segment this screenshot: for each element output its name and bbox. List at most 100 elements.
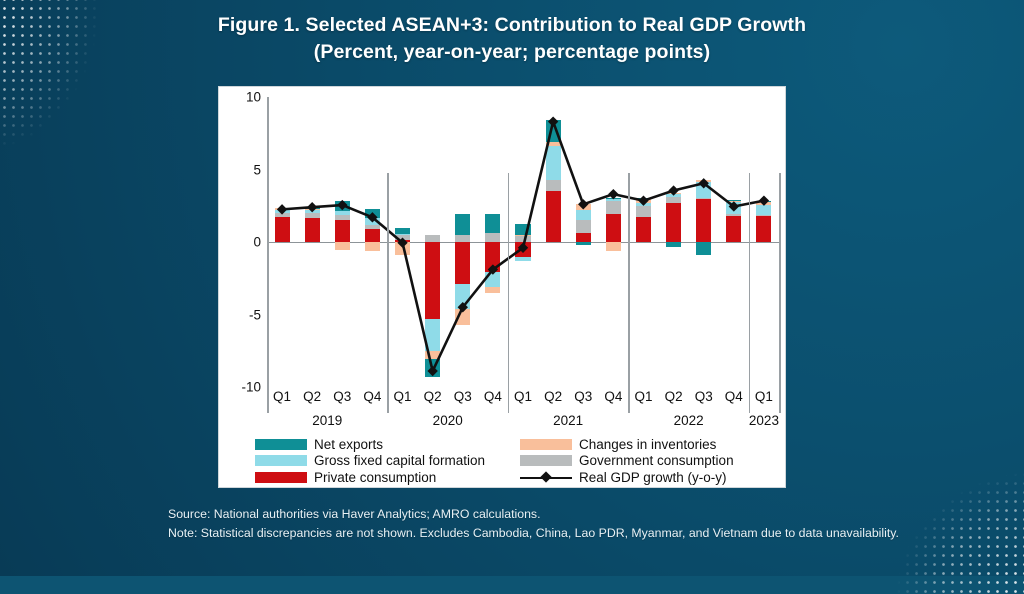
chart-panel: 10 5 0 -5 -10 Q1 Q2 Q3 Q4 Q1 Q2 Q3 Q4 Q1 Q2 Q3 Q4 Q1 Q2 Q3… bbox=[218, 86, 786, 488]
x-tick-quarter-6: Q3 bbox=[453, 389, 472, 404]
x-tick-quarter-7: Q4 bbox=[483, 389, 502, 404]
y-tick-10: 10 bbox=[245, 89, 261, 105]
segment-private-consumption bbox=[334, 219, 350, 242]
y-tick-neg10: -10 bbox=[241, 379, 261, 395]
segment-government-consumption bbox=[364, 224, 380, 229]
legend-item-government-consumption: Government consumption bbox=[520, 453, 779, 468]
segment-government-consumption bbox=[635, 205, 651, 218]
x-axis-year-2022: 2022 bbox=[673, 413, 704, 428]
legend-item-changes-in-inventories: Changes in inventories bbox=[520, 437, 779, 452]
x-tick-quarter-1: Q2 bbox=[303, 389, 322, 404]
x-tick-quarter-15: Q4 bbox=[724, 389, 743, 404]
legend-swatch-icon bbox=[520, 438, 572, 450]
gdp-growth-marker-11 bbox=[608, 188, 619, 200]
x-tick-quarter-12: Q1 bbox=[634, 389, 653, 404]
legend-item-gross-fixed-capital-formation: Gross fixed capital formation bbox=[255, 453, 514, 468]
figure-notes: Source: National authorities via Haver A… bbox=[168, 505, 988, 542]
segment-net-exports bbox=[395, 228, 411, 235]
legend-item-real-gdp-growth-y-o-y: Real GDP growth (y-o-y) bbox=[520, 470, 779, 485]
x-tick-quarter-4: Q1 bbox=[393, 389, 412, 404]
x-tick-quarter-9: Q2 bbox=[544, 389, 563, 404]
segment-gross-fixed-capital-formation bbox=[515, 256, 531, 261]
gdp-growth-marker-2 bbox=[337, 199, 348, 211]
segment-private-consumption bbox=[455, 242, 471, 285]
x-tick-quarter-5: Q2 bbox=[423, 389, 442, 404]
legend-label: Changes in inventories bbox=[579, 436, 717, 452]
year-separator-2023 bbox=[748, 173, 751, 413]
segment-private-consumption bbox=[696, 198, 712, 242]
x-tick-quarter-3: Q4 bbox=[363, 389, 382, 404]
segment-private-consumption bbox=[425, 242, 441, 319]
segment-government-consumption bbox=[696, 197, 712, 199]
segment-private-consumption bbox=[364, 228, 380, 242]
segment-changes-in-inventories bbox=[545, 141, 561, 147]
x-tick-quarter-13: Q2 bbox=[664, 389, 683, 404]
plot-area: 10 5 0 -5 -10 bbox=[241, 90, 779, 395]
segment-private-consumption bbox=[605, 214, 621, 242]
x-tick-quarter-8: Q1 bbox=[513, 389, 533, 404]
gdp-growth-marker-12 bbox=[638, 195, 649, 206]
segment-government-consumption bbox=[756, 215, 772, 216]
segment-changes-in-inventories bbox=[334, 242, 350, 250]
legend-swatch-icon bbox=[255, 438, 307, 450]
gdp-growth-marker-16 bbox=[758, 195, 770, 206]
x-axis-labels: Q1 Q2 Q3 Q4 Q1 Q2 Q3 Q4 Q1 Q2 Q3 Q4 Q1 Q2 Q3 Q4 Q1 2019 20… bbox=[267, 173, 781, 439]
segment-government-consumption bbox=[515, 236, 531, 242]
segment-government-consumption bbox=[485, 233, 501, 242]
segment-net-exports bbox=[455, 214, 471, 235]
x-axis-year-2019: 2019 bbox=[312, 413, 343, 428]
legend-label: Net exports bbox=[314, 436, 384, 452]
year-separator-2022 bbox=[628, 173, 630, 413]
x-axis-year-2021: 2021 bbox=[553, 413, 584, 428]
gdp-growth-marker-10 bbox=[578, 199, 589, 210]
legend-item-net-exports: Net exports bbox=[255, 437, 514, 452]
segment-net-exports bbox=[696, 242, 712, 256]
x-axis-year-2020: 2020 bbox=[432, 413, 463, 428]
legend-swatch-line-icon bbox=[520, 471, 572, 484]
segment-government-consumption bbox=[545, 179, 561, 192]
segment-gross-fixed-capital-formation bbox=[395, 234, 411, 236]
legend-swatch-icon bbox=[255, 471, 307, 483]
x-axis-year-2023: 2023 bbox=[748, 413, 779, 428]
y-tick-neg5: -5 bbox=[248, 307, 261, 322]
segment-government-consumption bbox=[605, 201, 621, 215]
y-tick-5: 5 bbox=[253, 162, 261, 177]
segment-changes-in-inventories bbox=[485, 286, 501, 293]
gdp-growth-marker-7 bbox=[487, 264, 499, 275]
segment-changes-in-inventories bbox=[726, 200, 742, 202]
legend-label: Gross fixed capital formation bbox=[314, 453, 486, 469]
segment-private-consumption bbox=[666, 202, 682, 242]
legend-label: Private consumption bbox=[314, 469, 437, 485]
x-tick-quarter-11: Q4 bbox=[604, 389, 623, 404]
segment-gross-fixed-capital-formation bbox=[756, 205, 772, 216]
year-separator-2020 bbox=[387, 173, 389, 413]
legend-label: Real GDP growth (y-o-y) bbox=[579, 469, 727, 485]
real-gdp-growth-line bbox=[276, 116, 770, 377]
gdp-growth-marker-5 bbox=[427, 365, 438, 377]
segment-changes-in-inventories bbox=[395, 242, 411, 256]
bar-2020-Q3 bbox=[455, 97, 471, 387]
figure-title: Figure 1. Selected ASEAN+3: Contribution… bbox=[0, 12, 1024, 66]
segment-changes-in-inventories bbox=[364, 242, 380, 251]
segment-government-consumption bbox=[666, 197, 682, 203]
legend-swatch-icon bbox=[520, 455, 572, 467]
segment-net-exports bbox=[575, 242, 591, 245]
segment-changes-in-inventories bbox=[515, 235, 531, 237]
segment-government-consumption bbox=[304, 213, 320, 219]
segment-private-consumption bbox=[304, 218, 320, 242]
segment-gross-fixed-capital-formation bbox=[605, 198, 621, 202]
data-note: Note: Statistical discrepancies are not … bbox=[168, 525, 899, 540]
segment-government-consumption bbox=[334, 214, 350, 220]
chart-legend: Net exports Changes in inventories Gross f… bbox=[255, 436, 779, 486]
segment-gross-fixed-capital-formation bbox=[334, 211, 350, 215]
gdp-growth-marker-1 bbox=[306, 202, 318, 213]
gdp-growth-marker-9 bbox=[547, 116, 559, 127]
segment-private-consumption bbox=[545, 191, 561, 242]
segment-gross-fixed-capital-formation bbox=[425, 318, 441, 351]
legend-label: Government consumption bbox=[579, 453, 734, 469]
segment-private-consumption bbox=[756, 215, 772, 242]
year-separator-2019 bbox=[267, 173, 269, 413]
segment-changes-in-inventories bbox=[425, 350, 441, 360]
segment-net-exports bbox=[515, 223, 531, 236]
segment-net-exports bbox=[726, 199, 742, 201]
